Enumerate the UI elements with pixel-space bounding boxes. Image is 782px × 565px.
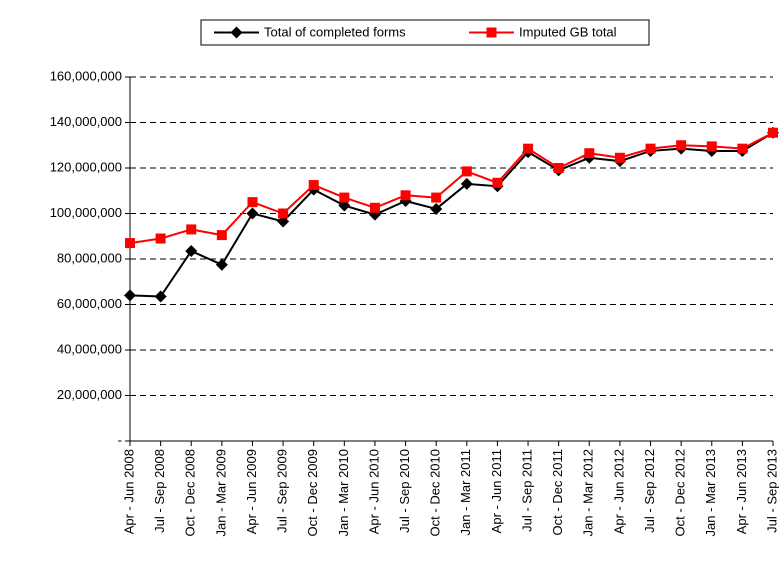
data-point [706, 141, 717, 152]
x-tick-label: Apr - Jun 2008 [121, 449, 136, 534]
x-tick-label: Jul - Sep 2011 [519, 449, 534, 532]
x-tick-label: Apr - Jun 2012 [611, 449, 626, 534]
data-point [278, 208, 289, 219]
x-tick-label: Apr - Jun 2011 [489, 449, 504, 533]
data-point [308, 180, 319, 191]
series-line [129, 131, 774, 298]
data-point [369, 202, 380, 213]
x-tick-label: Jan - Mar 2010 [336, 449, 351, 536]
data-point [215, 258, 228, 271]
x-tick-label: Jan - Mar 2013 [703, 449, 718, 536]
x-tick-label: Apr - Jun 2009 [244, 449, 259, 534]
x-tick-label: Jan - Mar 2009 [213, 449, 228, 536]
x-tick-label: Jul - Sep 2010 [397, 449, 412, 533]
x-tick-label: Jan - Mar 2011 [458, 449, 473, 535]
data-point [461, 166, 472, 177]
y-tick-label: 160,000,000 [50, 68, 122, 83]
x-tick-label: Oct - Dec 2008 [183, 449, 198, 536]
data-point [400, 190, 411, 201]
data-point [645, 143, 656, 154]
data-point [431, 192, 442, 203]
x-tick-label: Jul - Sep 2012 [642, 449, 657, 533]
data-point [154, 290, 167, 303]
series-line [129, 131, 774, 245]
data-point [584, 148, 595, 159]
y-tick-label: 60,000,000 [57, 296, 122, 311]
y-tick-label: 20,000,000 [57, 387, 122, 402]
y-tick-label: 80,000,000 [57, 250, 122, 265]
data-point [553, 163, 564, 173]
x-tick-label: Jul - Sep 2013 [764, 449, 779, 533]
x-tick-label: Jul - Sep 2009 [275, 449, 290, 533]
data-point [247, 197, 258, 208]
legend-marker [486, 27, 497, 38]
data-point [186, 224, 197, 235]
data-point [768, 127, 778, 138]
data-point [185, 245, 198, 258]
y-tick-label: 140,000,000 [50, 114, 122, 129]
data-point [124, 289, 136, 302]
x-tick-label: Oct - Dec 2012 [673, 449, 688, 536]
data-point [676, 140, 687, 151]
x-tick-label: Jul - Sep 2008 [152, 449, 167, 533]
x-tick-label: Oct - Dec 2009 [305, 449, 320, 536]
x-tick-label: Apr - Jun 2010 [366, 449, 381, 534]
data-point [523, 143, 534, 154]
x-tick-label: Apr - Jun 2013 [734, 449, 749, 534]
y-tick-label: 40,000,000 [57, 341, 122, 356]
y-tick-label: 100,000,000 [50, 205, 122, 220]
data-point [339, 192, 350, 203]
x-tick-label: Jan - Mar 2012 [581, 449, 596, 536]
legend-label: Total of completed forms [264, 24, 406, 39]
data-point [460, 177, 473, 190]
legend-box [200, 19, 650, 46]
legend-label: Imputed GB total [519, 24, 617, 39]
data-point [125, 238, 135, 249]
data-point [737, 143, 748, 154]
data-point [155, 233, 166, 244]
data-point [614, 152, 625, 163]
data-point [430, 202, 443, 215]
y-tick-label: 120,000,000 [50, 159, 122, 174]
data-point [492, 177, 503, 188]
data-point [216, 230, 227, 241]
data-point [246, 207, 259, 220]
y-tick-label: - [118, 432, 122, 447]
legend-marker [230, 26, 243, 39]
x-tick-label: Oct - Dec 2011 [550, 449, 565, 535]
x-tick-label: Oct - Dec 2010 [428, 449, 443, 536]
